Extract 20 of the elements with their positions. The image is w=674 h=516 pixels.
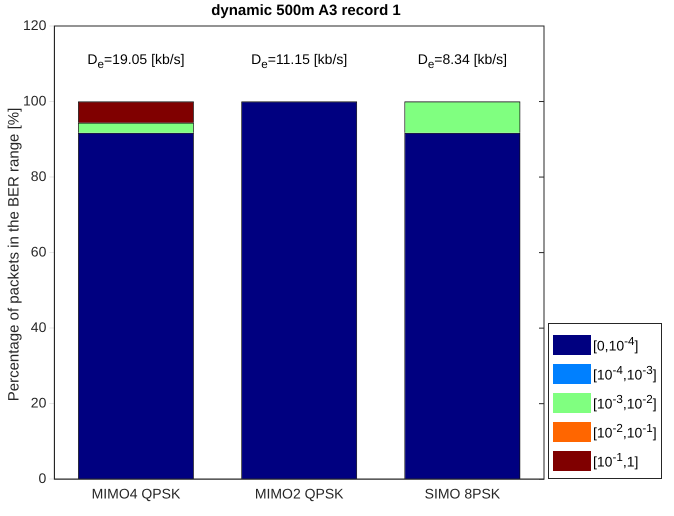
chart-title: dynamic 500m A3 record 1 xyxy=(210,2,402,19)
legend-label: [0,10$^{-4}$] xyxy=(593,335,638,354)
legend-label: [10$^{-3}$,10$^{-2}$] xyxy=(593,393,657,412)
y-tick-label: 0 xyxy=(38,470,47,486)
y-tick-label: 120 xyxy=(23,16,47,33)
annotation: D$_{e}$=19.05 [kb/s] xyxy=(87,52,185,72)
y-tick-label: 20 xyxy=(30,394,47,411)
x-tick-label: MIMO4 QPSK xyxy=(92,485,181,502)
y-axis-title: Percentage of packets in the BER range [%] xyxy=(6,106,22,404)
x-tick-label: MIMO2 QPSK xyxy=(254,485,344,502)
y-tick-label: 40 xyxy=(30,318,47,335)
legend-label: [10$^{-1}$,1] xyxy=(593,451,638,470)
legend-label: [10$^{-4}$,10$^{-3}$] xyxy=(593,364,657,384)
annotation: D$_{e}$=11.15 [kb/s] xyxy=(251,52,348,72)
annotation: D$_{e}$=8.34 [kb/s] xyxy=(418,52,508,72)
y-tick-label: 100 xyxy=(23,92,47,108)
legend-label: [10$^{-2}$,10$^{-1}$] xyxy=(593,422,657,442)
y-tick-label: 60 xyxy=(30,243,47,260)
x-tick-label: SIMO 8PSK xyxy=(424,485,501,502)
y-tick-label: 80 xyxy=(30,168,47,184)
